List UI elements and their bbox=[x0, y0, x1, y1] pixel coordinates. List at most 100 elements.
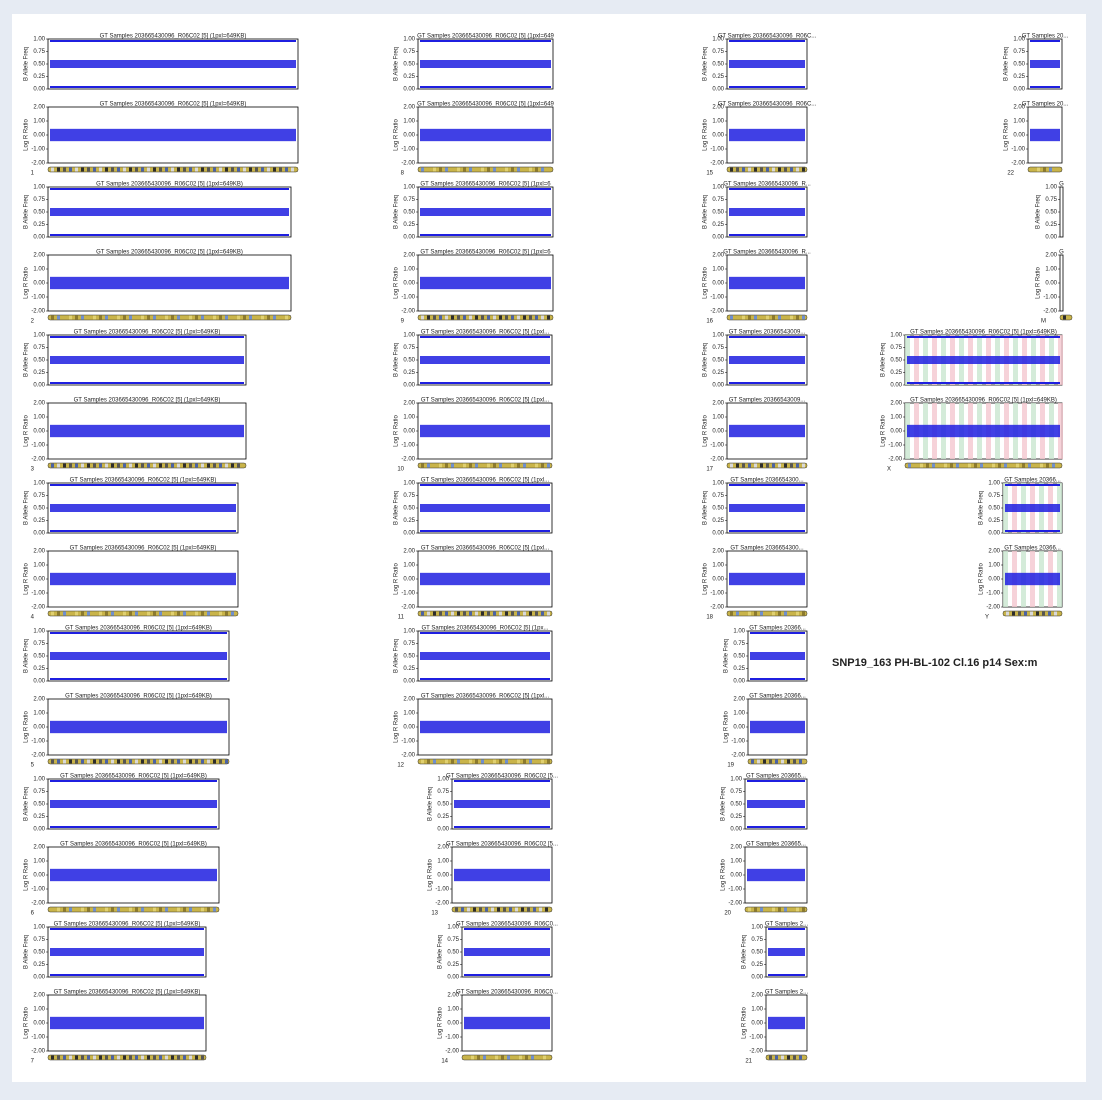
ideogram-band bbox=[775, 759, 778, 764]
signal-band bbox=[420, 504, 550, 512]
y-tick-label: 1.00 bbox=[712, 185, 724, 191]
signal-band bbox=[454, 868, 550, 882]
ideogram-band bbox=[75, 315, 78, 320]
signal-band bbox=[454, 826, 550, 828]
signal-band bbox=[50, 424, 244, 438]
ideogram-band bbox=[57, 1055, 60, 1060]
ideogram-band bbox=[421, 463, 424, 468]
ideogram-band bbox=[790, 611, 793, 616]
ideogram-band bbox=[147, 759, 150, 764]
ideogram-band bbox=[195, 907, 198, 912]
ideogram-band bbox=[75, 1055, 78, 1060]
ideogram-band bbox=[231, 611, 234, 616]
ideogram-band bbox=[135, 1055, 138, 1060]
ideogram-band bbox=[499, 759, 502, 764]
ideogram-band bbox=[541, 611, 544, 616]
ideogram-band bbox=[499, 315, 502, 320]
y-tick-label: 0.75 bbox=[751, 937, 763, 943]
ideogram-band bbox=[99, 1055, 102, 1060]
ideogram-band bbox=[465, 1055, 468, 1060]
ideogram-band bbox=[177, 1055, 180, 1060]
y-tick-label: 0.75 bbox=[730, 789, 742, 795]
plot-title: GT Samples 203665430096_R06C02 [5] (1pxl… bbox=[910, 330, 1057, 336]
ideogram-band bbox=[457, 463, 460, 468]
ideogram-band bbox=[505, 463, 508, 468]
y-tick-label: 0.00 bbox=[33, 235, 45, 241]
y-axis-label: Log R Ratio bbox=[881, 414, 887, 446]
y-tick-label: 0.00 bbox=[403, 235, 415, 241]
y-tick-label: 0.25 bbox=[33, 518, 45, 524]
y-tick-label: 1.00 bbox=[437, 777, 449, 783]
ideogram-band bbox=[467, 907, 470, 912]
ideogram-band bbox=[249, 315, 252, 320]
y-tick-label: -2.00 bbox=[888, 457, 902, 463]
signal-band bbox=[50, 826, 217, 828]
ideogram-band bbox=[529, 611, 532, 616]
ideogram-band bbox=[481, 759, 484, 764]
ideogram-band bbox=[237, 463, 240, 468]
ideogram-band bbox=[748, 611, 751, 616]
signal-band bbox=[729, 530, 805, 532]
y-tick-label: 1.00 bbox=[751, 925, 763, 931]
ideogram-band bbox=[754, 611, 757, 616]
y-tick-label: 1.00 bbox=[447, 1007, 459, 1013]
ideogram-band bbox=[457, 611, 460, 616]
ideogram-band bbox=[1052, 463, 1055, 468]
ideogram-band bbox=[503, 907, 506, 912]
y-tick-label: 0.50 bbox=[712, 210, 724, 216]
plot-title: GT Samples 203665430096_R06C02 [5] (1pxl… bbox=[100, 102, 247, 108]
ideogram-band bbox=[165, 315, 168, 320]
y-tick-label: 0.00 bbox=[447, 1021, 459, 1027]
ideogram-band bbox=[796, 167, 799, 172]
plot-title: GT Samples 2036654300... bbox=[730, 546, 804, 552]
ideogram-band bbox=[171, 315, 174, 320]
ideogram-band bbox=[159, 611, 162, 616]
ideogram-band bbox=[796, 463, 799, 468]
signal-band bbox=[750, 720, 805, 734]
y-tick-label: 1.00 bbox=[33, 185, 45, 191]
ideogram-band bbox=[535, 759, 538, 764]
y-tick-label: 1.00 bbox=[33, 859, 45, 865]
ideogram-band bbox=[535, 611, 538, 616]
ideogram-band bbox=[796, 611, 799, 616]
y-axis-label: B Allele Freq bbox=[394, 491, 400, 525]
y-tick-label: 1.00 bbox=[33, 415, 45, 421]
y-tick-label: 2.00 bbox=[712, 401, 724, 407]
signal-band bbox=[50, 632, 227, 634]
ideogram-band bbox=[475, 167, 478, 172]
y-tick-label: 0.00 bbox=[403, 133, 415, 139]
y-tick-label: -1.00 bbox=[445, 1035, 459, 1041]
y-axis-label: B Allele Freq bbox=[703, 195, 709, 229]
signal-band bbox=[1030, 40, 1060, 42]
ideogram-band bbox=[111, 1055, 114, 1060]
ideogram-band bbox=[802, 611, 805, 616]
ideogram-band bbox=[748, 167, 751, 172]
ideogram-band bbox=[105, 759, 108, 764]
y-tick-label: 0.50 bbox=[403, 654, 415, 660]
ideogram-band bbox=[195, 1055, 198, 1060]
ideogram-band bbox=[267, 315, 270, 320]
ideogram-band bbox=[469, 463, 472, 468]
plot-title: GT Samples 203665430096_R06C02 [5] (1pxl… bbox=[60, 842, 207, 848]
y-tick-label: 0.75 bbox=[403, 493, 415, 499]
y-tick-label: -2.00 bbox=[31, 309, 45, 315]
chromosome-label: 5 bbox=[31, 763, 35, 769]
signal-band bbox=[729, 40, 805, 42]
ideogram-band bbox=[57, 611, 60, 616]
ideogram-band bbox=[99, 167, 102, 172]
y-axis-label: Log R Ratio bbox=[1004, 118, 1010, 150]
ideogram-band bbox=[787, 759, 790, 764]
signal-band bbox=[729, 356, 805, 364]
ideogram-band bbox=[273, 315, 276, 320]
ideogram-band bbox=[547, 759, 550, 764]
y-axis-label: B Allele Freq bbox=[428, 787, 434, 821]
y-tick-label: 1.00 bbox=[712, 333, 724, 339]
ideogram-band bbox=[63, 759, 66, 764]
ideogram-band bbox=[527, 907, 530, 912]
y-axis-label: Log R Ratio bbox=[703, 414, 709, 446]
signal-band bbox=[50, 652, 227, 660]
signal-band bbox=[50, 1016, 204, 1030]
y-axis-label: B Allele Freq bbox=[724, 639, 730, 673]
signal-band bbox=[464, 974, 550, 976]
plot-title: GT Samples 203665430096_R06C02 [5... bbox=[446, 774, 558, 780]
